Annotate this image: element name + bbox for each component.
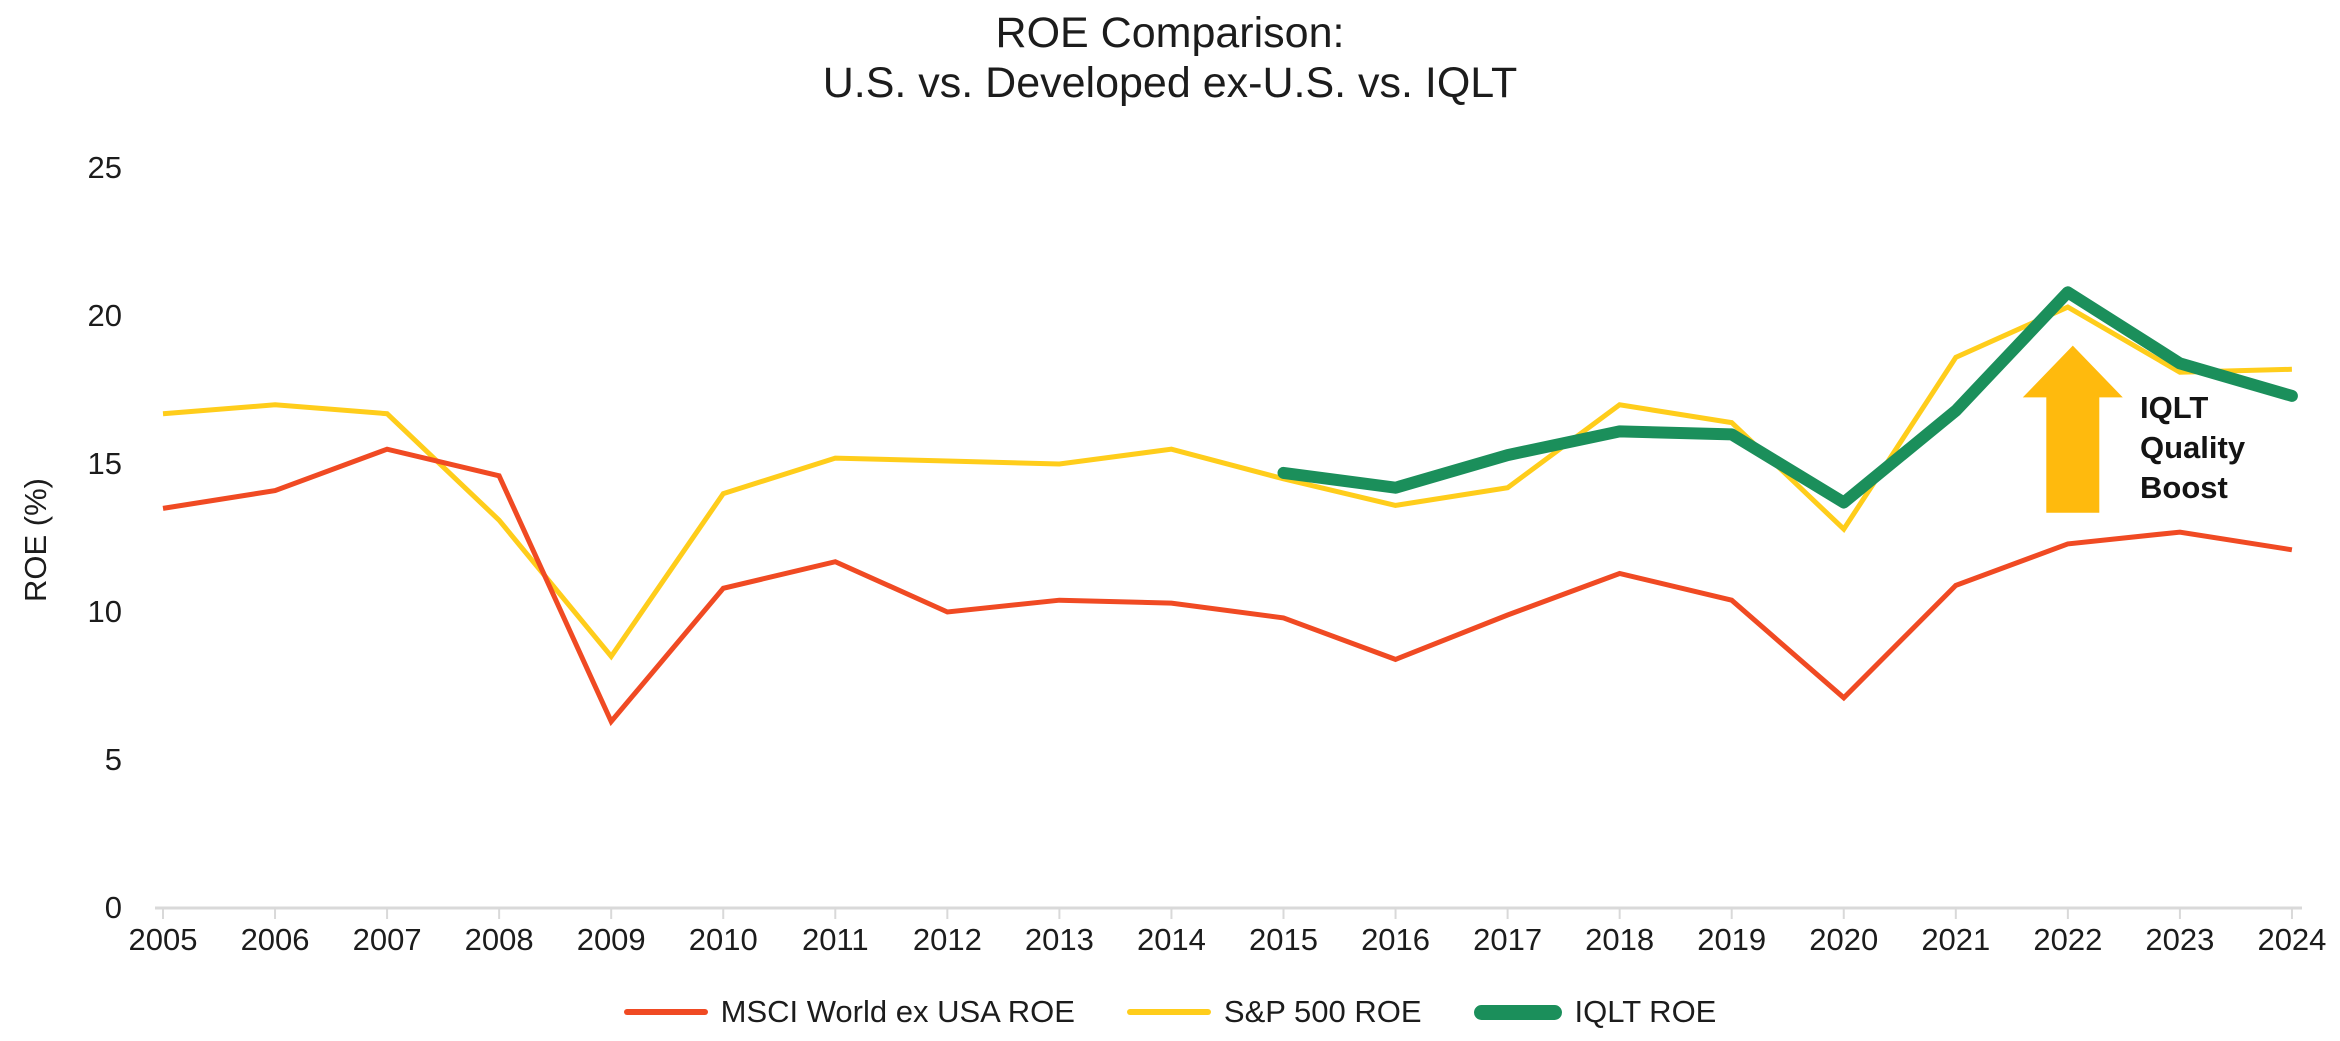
x-tick-label: 2023 bbox=[2145, 922, 2215, 957]
chart-title-line2: U.S. vs. Developed ex-U.S. vs. IQLT bbox=[822, 59, 1518, 108]
y-tick-label: 10 bbox=[87, 594, 122, 629]
legend-item-iqlt-roe: IQLT ROE bbox=[1473, 994, 1717, 1030]
legend-swatch-iqlt-roe bbox=[1473, 1004, 1562, 1020]
x-tick-label: 2024 bbox=[2257, 922, 2327, 957]
x-tick-label: 2010 bbox=[688, 922, 758, 957]
legend-label-iqlt-roe: IQLT ROE bbox=[1574, 994, 1717, 1029]
annotation-line2: Quality bbox=[2140, 430, 2246, 465]
legend-item-msci-world-ex-usa-roe: MSCI World ex USA ROE bbox=[623, 994, 1075, 1030]
x-tick-label: 2009 bbox=[576, 922, 646, 957]
y-tick-label: 25 bbox=[87, 150, 122, 185]
chart-title-line1: ROE Comparison: bbox=[995, 9, 1345, 57]
chart-title: ROE Comparison: U.S. vs. Developed ex-U.… bbox=[0, 8, 2340, 109]
quality-boost-annotation: IQLT Quality Boost bbox=[2140, 388, 2245, 508]
annotation-line1: IQLT bbox=[2140, 390, 2209, 425]
x-tick-label: 2018 bbox=[1585, 922, 1655, 957]
annotation-line3: Boost bbox=[2140, 470, 2228, 505]
x-tick-label: 2021 bbox=[1921, 922, 1991, 957]
x-tick-label: 2017 bbox=[1473, 922, 1543, 957]
series-line-iqlt-roe bbox=[1277, 286, 2298, 509]
x-tick-label: 2012 bbox=[912, 922, 982, 957]
x-tick-label: 2005 bbox=[128, 922, 198, 957]
legend: MSCI World ex USA ROE S&P 500 ROE IQLT ROE bbox=[0, 994, 2340, 1030]
y-tick-label: 0 bbox=[104, 890, 122, 925]
y-tick-label: 5 bbox=[104, 742, 122, 777]
x-tick-label: 2022 bbox=[2033, 922, 2103, 957]
x-tick-label: 2006 bbox=[240, 922, 310, 957]
series-line-msci-world-ex-usa-roe bbox=[162, 446, 2293, 727]
x-tick-label: 2007 bbox=[352, 922, 422, 957]
x-tick-label: 2008 bbox=[464, 922, 534, 957]
x-tick-label: 2014 bbox=[1136, 922, 1206, 957]
y-tick-label: 20 bbox=[87, 298, 122, 333]
x-tick-label: 2019 bbox=[1697, 922, 1767, 957]
legend-swatch-s-p-500-roe bbox=[1126, 1009, 1211, 1015]
quality-boost-arrow bbox=[2022, 345, 2123, 513]
legend-item-s-p-500-roe: S&P 500 ROE bbox=[1126, 994, 1422, 1030]
legend-label-s-p-500-roe: S&P 500 ROE bbox=[1223, 994, 1422, 1029]
x-tick-label: 2020 bbox=[1809, 922, 1879, 957]
x-tick-label: 2011 bbox=[801, 922, 869, 957]
series-line-s-p-500-roe bbox=[162, 304, 2292, 661]
y-tick-label: 15 bbox=[87, 446, 122, 481]
x-tick-label: 2015 bbox=[1249, 922, 1318, 957]
x-tick-label: 2016 bbox=[1361, 922, 1431, 957]
x-tick-label: 2013 bbox=[1024, 922, 1094, 957]
legend-swatch-msci-world-ex-usa-roe bbox=[623, 1009, 708, 1015]
legend-label-msci-world-ex-usa-roe: MSCI World ex USA ROE bbox=[720, 994, 1075, 1029]
